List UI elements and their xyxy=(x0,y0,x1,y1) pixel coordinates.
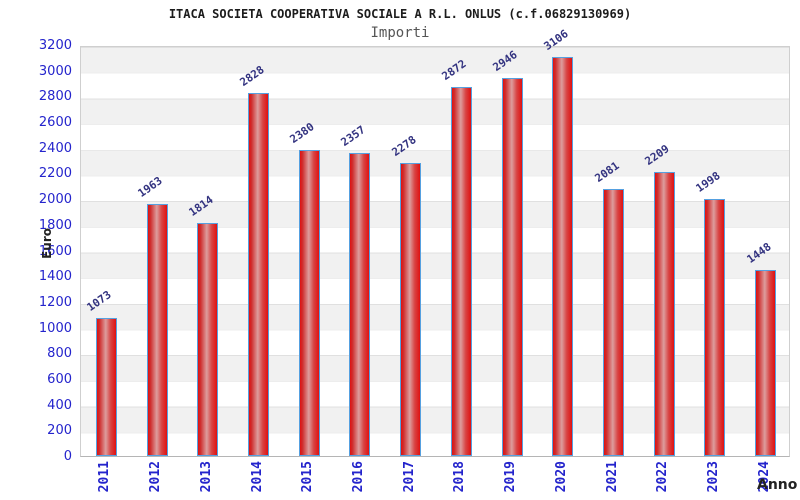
y-tick-1200: 1200 xyxy=(38,294,72,310)
x-tick-2018: 2018 xyxy=(452,461,468,493)
y-tick-1800: 1800 xyxy=(38,217,72,233)
y-tick-2000: 2000 xyxy=(38,192,72,208)
bar-2015 xyxy=(298,150,320,456)
bar-2021 xyxy=(603,189,624,456)
x-tick-2020: 2020 xyxy=(553,461,569,493)
y-tick-0: 0 xyxy=(63,449,72,464)
y-tick-600: 600 xyxy=(47,371,72,387)
bar-2024 xyxy=(755,270,777,456)
y-tick-3000: 3000 xyxy=(38,63,72,79)
bar-2023 xyxy=(704,199,726,456)
y-tick-400: 400 xyxy=(47,397,72,413)
x-tick-2019: 2019 xyxy=(503,461,519,493)
bar-2013 xyxy=(197,223,219,456)
y-tick-2400: 2400 xyxy=(38,140,72,156)
bar-2011 xyxy=(95,318,117,456)
bar-2020 xyxy=(552,57,574,456)
y-tick-800: 800 xyxy=(47,346,72,362)
y-tick-1000: 1000 xyxy=(38,320,72,336)
bar-2019 xyxy=(501,78,523,456)
x-tick-2016: 2016 xyxy=(350,461,366,493)
x-axis-title: Anno xyxy=(757,477,798,493)
bar-2012 xyxy=(146,204,168,456)
y-tick-1400: 1400 xyxy=(38,269,72,285)
y-tick-3200: 3200 xyxy=(38,38,72,53)
y-tick-2800: 2800 xyxy=(38,89,72,105)
x-tick-2011: 2011 xyxy=(97,461,113,493)
x-tick-2023: 2023 xyxy=(705,461,721,493)
chart-subtitle: Importi xyxy=(370,25,430,41)
chart-title: ITACA SOCIETA COOPERATIVA SOCIALE A R.L.… xyxy=(168,7,632,21)
x-tick-2014: 2014 xyxy=(249,461,265,493)
y-axis-title: Euro xyxy=(40,228,54,259)
bar-2022 xyxy=(653,172,675,456)
y-tick-200: 200 xyxy=(47,423,72,439)
x-tick-2017: 2017 xyxy=(401,461,417,493)
x-tick-2021: 2021 xyxy=(604,461,620,493)
bar-2014 xyxy=(248,93,269,456)
y-tick-2200: 2200 xyxy=(38,166,72,182)
bar-2018 xyxy=(450,87,472,456)
plot-area xyxy=(80,46,790,457)
y-tick-1600: 1600 xyxy=(38,243,72,259)
x-tick-2013: 2013 xyxy=(198,461,214,493)
y-tick-2600: 2600 xyxy=(38,115,72,131)
x-tick-2012: 2012 xyxy=(148,461,164,493)
bar-2016 xyxy=(349,153,371,456)
x-tick-2015: 2015 xyxy=(300,461,316,493)
bar-2017 xyxy=(400,163,422,456)
x-tick-2022: 2022 xyxy=(655,461,671,493)
